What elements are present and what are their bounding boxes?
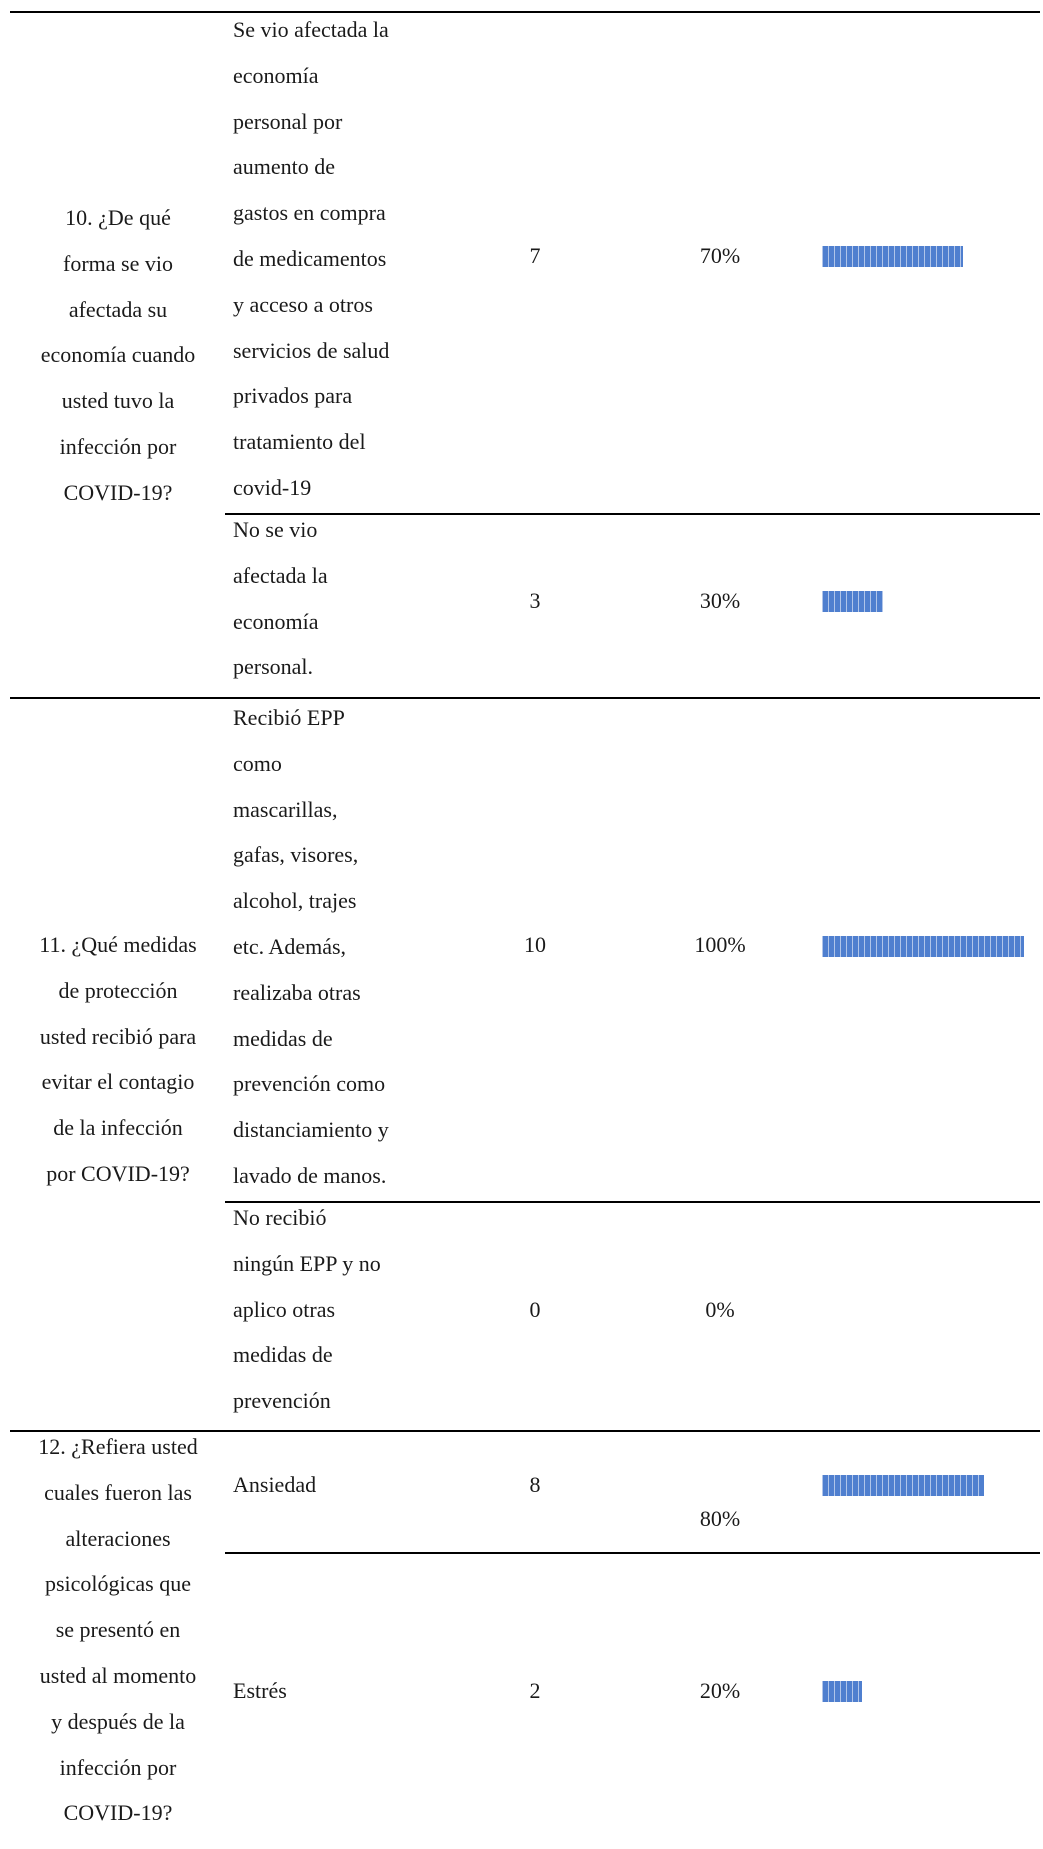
percent-12a: 80% [699,1506,741,1531]
question-line: y después de la [51,1708,185,1734]
answer-line: privados para [233,383,353,409]
answer-line: Recibió EPP [233,705,345,730]
count-11b: 0 [529,1297,541,1322]
answer-line: aumento de [233,154,336,180]
question-line: 11. ¿Qué medidas [39,932,197,957]
rule-q11-bottom [10,1430,1040,1432]
question-line: psicológicas que [44,1571,192,1597]
count-12b: 2 [529,1678,541,1703]
answer-line: ningún EPP y no [233,1250,381,1276]
answer-line: etc. Además, [233,933,347,959]
answer-line: prevención [233,1388,331,1414]
rule-q11-divider [225,1201,1040,1203]
count-10a: 7 [529,243,541,268]
answer-12a: Ansiedad [233,1462,433,1508]
percent-10b: 30% [699,588,741,613]
answer-line: economía [233,608,319,634]
question-12: 12. ¿Refiera usted cuales fueron las alt… [18,1424,218,1836]
percent-bar-10b [822,591,883,612]
answer-line: Se vio afectada la [233,17,389,42]
question-line: alteraciones [65,1525,171,1551]
percent-bar-10a [822,246,963,267]
question-line: usted al momento [39,1662,197,1688]
answer-line: afectada la [233,562,328,588]
count-10b: 3 [529,588,541,613]
question-line: COVID-19? [63,479,173,505]
question-line: por COVID-19? [46,1160,190,1186]
answer-line: economía [233,62,319,88]
percent-10a: 70% [699,243,741,268]
percent-11a: 100% [694,932,746,957]
answer-line: servicios de salud [233,337,390,363]
answer-line: distanciamiento y [233,1117,389,1143]
answer-line: covid-19 [233,474,312,500]
question-line: infección por [59,433,177,459]
answer-line: como [233,750,282,776]
answer-line: tratamiento del [233,429,366,455]
count-12a: 8 [529,1472,541,1497]
answer-10b: No se vio afectada la economía personal. [233,507,433,690]
percent-bar-11a [822,936,1024,957]
question-line: infección por [59,1754,177,1780]
count-11a: 10 [524,932,546,957]
answer-line: medidas de [233,1025,333,1051]
rule-q10-divider [225,513,1040,515]
answer-line: gafas, visores, [233,842,359,868]
question-line: se presentó en [55,1617,181,1643]
question-10: 10. ¿De qué forma se vio afectada su eco… [18,195,218,516]
answer-line: prevención como [233,1071,386,1097]
question-line: de la infección [53,1115,183,1141]
percent-12b: 20% [699,1678,741,1703]
rule-q10-bottom [10,697,1040,699]
question-line: COVID-19? [63,1800,173,1826]
answer-line: aplico otras [233,1296,336,1322]
answer-line: gastos en compra [233,200,386,226]
question-line: usted recibió para [39,1023,197,1049]
answer-11b: No recibió ningún EPP y no aplico otras … [233,1195,433,1424]
question-line: economía cuando [40,342,196,368]
answer-11a: Recibió EPP como mascarillas, gafas, vis… [233,695,433,1199]
answer-line: personal. [233,654,314,680]
question-line: cuales fueron las [44,1479,192,1505]
percent-bar-12b [822,1681,862,1702]
answer-line: Estrés [233,1678,287,1703]
answer-10a: Se vio afectada la economía personal por… [233,7,433,511]
answer-line: personal por [233,108,343,134]
answer-line: realizaba otras [233,979,361,1005]
rule-top [10,11,1040,13]
question-line: usted tuvo la [61,388,175,414]
question-line: de protección [58,977,178,1003]
question-line: 12. ¿Refiera usted [38,1434,198,1459]
percent-bar-12a [822,1475,984,1496]
answer-12b: Estrés [233,1668,433,1714]
answer-line: y acceso a otros [233,291,373,317]
question-line: evitar el contagio [41,1069,195,1095]
percent-11b: 0% [705,1297,735,1322]
question-11: 11. ¿Qué medidas de protección usted rec… [18,922,218,1197]
answer-line: No recibió [233,1205,327,1230]
question-line: forma se vio [63,250,173,276]
answer-line: de medicamentos [233,245,387,271]
question-line: 10. ¿De qué [65,205,171,230]
answer-line: alcohol, trajes [233,888,357,914]
answer-line: Ansiedad [233,1472,317,1497]
answer-line: medidas de [233,1342,333,1368]
answer-line: No se vio [233,517,318,542]
question-line: afectada su [68,296,168,322]
answer-line: mascarillas, [233,796,338,822]
answer-line: lavado de manos. [233,1162,387,1188]
rule-q12-divider [225,1552,1040,1554]
